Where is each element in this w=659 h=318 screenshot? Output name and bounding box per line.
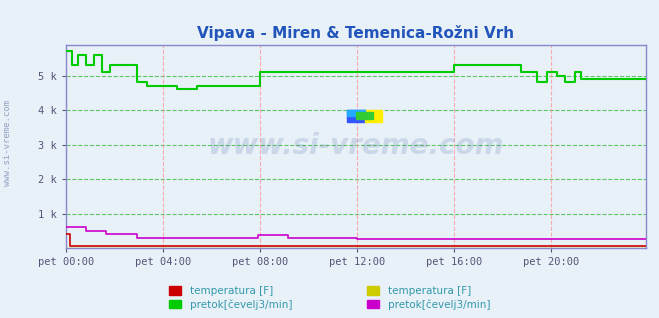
Legend: temperatura [F], pretok[čevelj3/min]: temperatura [F], pretok[čevelj3/min] <box>364 283 493 313</box>
Legend: temperatura [F], pretok[čevelj3/min]: temperatura [F], pretok[čevelj3/min] <box>166 283 295 313</box>
Text: www.si-vreme.com: www.si-vreme.com <box>208 132 504 160</box>
Bar <box>347 110 364 116</box>
Bar <box>347 110 364 122</box>
Title: Vipava - Miren & Temenica-Rožni Vrh: Vipava - Miren & Temenica-Rožni Vrh <box>197 24 515 41</box>
Text: www.si-vreme.com: www.si-vreme.com <box>3 100 13 186</box>
Bar <box>356 112 373 120</box>
Bar <box>364 110 382 122</box>
